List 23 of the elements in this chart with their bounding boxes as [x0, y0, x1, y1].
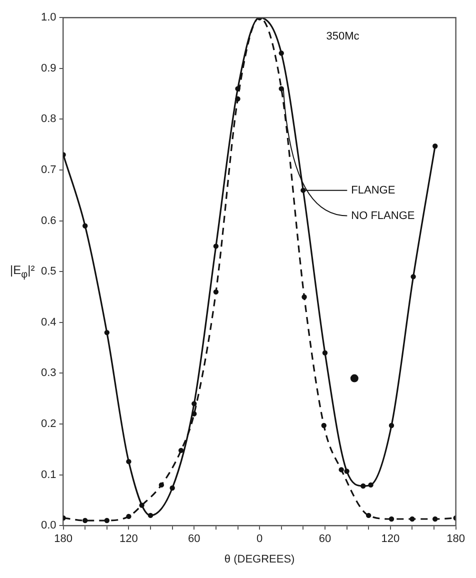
y-tick-label: 0.6: [40, 214, 56, 227]
x-tick-label: 180: [54, 533, 72, 546]
x-tick-label: 60: [318, 533, 332, 546]
x-axis-title: θ (DEGREES): [224, 553, 295, 566]
legend-label: FLANGE: [351, 184, 396, 196]
text: NO FLANGE: [351, 210, 415, 222]
y-axis-title: |E$_{φ}$|²: [10, 263, 35, 280]
y-tick-label: 0.5: [40, 266, 56, 278]
x-tick-label: 0: [256, 533, 263, 546]
annotation: 350Mc: [326, 30, 360, 43]
y-tick-label: 0.2: [40, 418, 56, 430]
y-tick-label: 0.7: [40, 164, 56, 176]
y-tick-label: 0.3: [40, 367, 56, 380]
y-tick-label: 1.0: [40, 12, 56, 24]
x-tick-label: 60: [188, 533, 200, 546]
x-tick-label: 120: [120, 533, 138, 546]
x-tick-label: 180: [446, 533, 466, 546]
y-tick-label: 0.4: [40, 316, 56, 328]
y-tick-label: 0.1: [40, 468, 56, 481]
x-tick-label: 120: [381, 533, 400, 546]
y-tick-label: 0.9: [40, 62, 56, 74]
y-tick-label: 0.8: [40, 113, 56, 126]
y-tick-label: 0.0: [40, 520, 56, 532]
